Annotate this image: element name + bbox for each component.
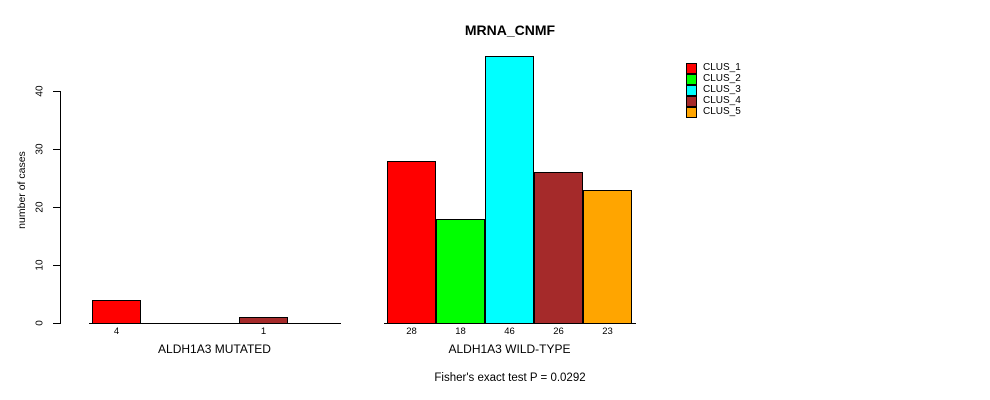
bar-clus_1 <box>92 300 141 324</box>
bar-clus_1 <box>387 161 436 324</box>
bar-value-label: 23 <box>602 326 613 337</box>
legend-swatch-clus_2 <box>686 74 697 85</box>
y-axis-label: number of cases <box>16 151 28 229</box>
bar-value-label: 26 <box>553 326 564 337</box>
y-tick <box>53 323 60 324</box>
group-baseline <box>89 323 341 324</box>
chart-title: MRNA_CNMF <box>464 22 556 38</box>
legend-label: CLUS_5 <box>703 106 741 117</box>
y-tick-label: 40 <box>34 85 46 97</box>
legend-swatch-clus_5 <box>686 107 697 118</box>
bar-value-label: 4 <box>113 326 120 337</box>
y-tick-label: 0 <box>34 320 46 326</box>
footnote-pvalue: Fisher's exact test P = 0.0292 <box>434 372 586 384</box>
legend-swatch-clus_3 <box>686 85 697 96</box>
bar-clus_4 <box>534 172 583 324</box>
bar-value-label: 1 <box>260 326 267 337</box>
y-tick-label: 20 <box>34 201 46 213</box>
bar-value-label: 46 <box>504 326 515 337</box>
legend-label: CLUS_4 <box>703 95 741 106</box>
bar-clus_2 <box>436 219 485 324</box>
y-tick <box>53 91 60 92</box>
legend-label: CLUS_3 <box>703 84 741 95</box>
legend-label: CLUS_2 <box>703 73 741 84</box>
y-tick <box>53 207 60 208</box>
y-tick <box>53 149 60 150</box>
bar-value-label: 28 <box>406 326 417 337</box>
bar-clus_4 <box>239 317 288 324</box>
y-axis-line <box>60 91 61 324</box>
legend-label: CLUS_1 <box>703 62 741 73</box>
y-tick-label: 10 <box>34 259 46 271</box>
y-tick <box>53 265 60 266</box>
legend-swatch-clus_1 <box>686 63 697 74</box>
bar-clus_3 <box>485 56 534 324</box>
group-label: ALDH1A3 MUTATED <box>158 342 271 356</box>
legend-swatch-clus_4 <box>686 96 697 107</box>
bar-value-label: 18 <box>455 326 466 337</box>
bar-clus_5 <box>583 190 632 324</box>
y-tick-label: 30 <box>34 143 46 155</box>
group-label: ALDH1A3 WILD-TYPE <box>448 342 571 356</box>
